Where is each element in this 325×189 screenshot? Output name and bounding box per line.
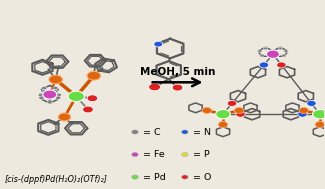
Circle shape bbox=[277, 62, 286, 68]
Circle shape bbox=[216, 109, 230, 119]
Text: MeOH, 5 min: MeOH, 5 min bbox=[140, 67, 215, 77]
Circle shape bbox=[260, 54, 264, 57]
Circle shape bbox=[49, 75, 62, 84]
Circle shape bbox=[273, 50, 277, 52]
Circle shape bbox=[56, 96, 61, 99]
Circle shape bbox=[282, 54, 286, 57]
Circle shape bbox=[83, 106, 93, 113]
Circle shape bbox=[43, 90, 57, 99]
Text: [cis-(dppf)Pd(H₂O)₂(OTf)₂]: [cis-(dppf)Pd(H₂O)₂(OTf)₂] bbox=[4, 175, 107, 184]
Circle shape bbox=[218, 122, 228, 128]
Circle shape bbox=[87, 95, 98, 102]
Circle shape bbox=[47, 100, 52, 103]
Circle shape bbox=[68, 91, 84, 102]
Circle shape bbox=[267, 54, 271, 57]
Circle shape bbox=[56, 93, 61, 97]
Circle shape bbox=[53, 86, 58, 90]
Circle shape bbox=[182, 175, 188, 179]
Circle shape bbox=[149, 83, 161, 91]
Text: = C: = C bbox=[140, 128, 161, 136]
Circle shape bbox=[42, 90, 47, 93]
Circle shape bbox=[132, 130, 138, 134]
Circle shape bbox=[202, 107, 212, 113]
Circle shape bbox=[132, 153, 138, 157]
Circle shape bbox=[182, 130, 188, 134]
Circle shape bbox=[236, 111, 245, 117]
Circle shape bbox=[269, 50, 273, 52]
Circle shape bbox=[58, 113, 71, 121]
Circle shape bbox=[227, 100, 237, 106]
Circle shape bbox=[42, 86, 47, 90]
Text: = O: = O bbox=[190, 173, 212, 182]
Circle shape bbox=[299, 107, 308, 113]
Circle shape bbox=[259, 62, 269, 68]
Circle shape bbox=[38, 93, 44, 97]
Circle shape bbox=[266, 50, 280, 58]
Text: = N: = N bbox=[190, 128, 211, 136]
Circle shape bbox=[298, 111, 307, 117]
Text: = P: = P bbox=[190, 150, 210, 159]
Circle shape bbox=[87, 71, 101, 80]
Circle shape bbox=[313, 109, 325, 119]
Circle shape bbox=[39, 96, 44, 99]
Circle shape bbox=[132, 175, 138, 179]
Circle shape bbox=[154, 41, 163, 47]
Circle shape bbox=[234, 107, 244, 113]
Text: = Fe: = Fe bbox=[140, 150, 165, 159]
Circle shape bbox=[284, 50, 288, 52]
Circle shape bbox=[172, 84, 183, 91]
Circle shape bbox=[275, 54, 279, 57]
Circle shape bbox=[47, 97, 52, 101]
Circle shape bbox=[307, 100, 316, 106]
Circle shape bbox=[315, 122, 325, 128]
Circle shape bbox=[52, 90, 58, 93]
Text: = Pd: = Pd bbox=[140, 173, 166, 182]
Circle shape bbox=[264, 47, 268, 50]
Circle shape bbox=[182, 153, 188, 157]
Circle shape bbox=[278, 47, 282, 50]
Circle shape bbox=[258, 50, 262, 52]
